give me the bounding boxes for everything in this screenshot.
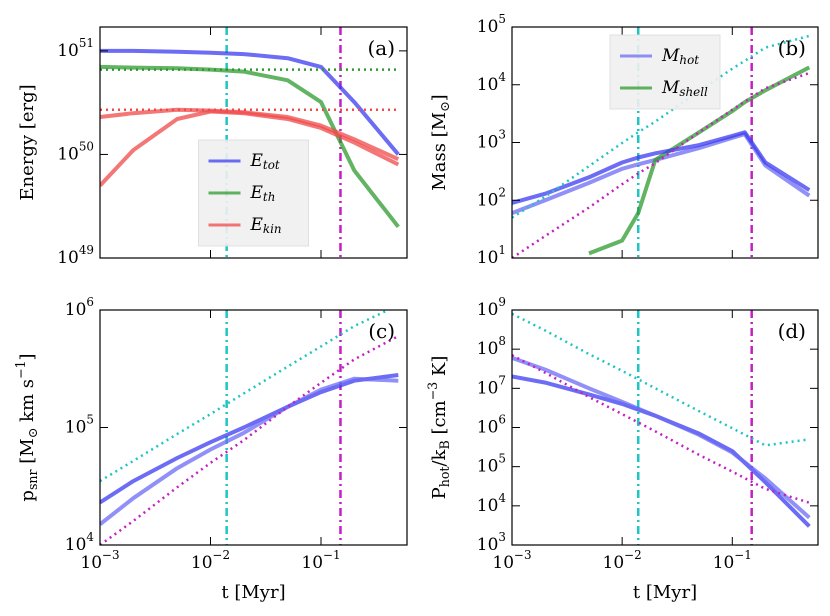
curve [512,374,811,528]
y-tick-label: 106​ [65,295,94,320]
y-tick-label: 103​ [477,530,506,555]
x-axis-label: t [Myr] [633,582,697,603]
x-tick-label: 10−1​ [301,548,340,573]
x-tick-label: 10−3​ [80,548,119,573]
panel: 104​ 105​ 106​ 10−3​ 10−2​ 10−1​ (c) psnr [M⊙ k… [13,295,408,603]
y-tick-label: 107​ [477,373,506,398]
y-tick-label: 106​ [477,413,506,438]
plot-area [512,27,811,258]
legend-label: Ekin​ [250,215,282,237]
reference-curve [512,312,810,447]
y-tick-label: 103​ [477,128,506,153]
reference-curve [512,354,810,504]
y-tick-label: 104​ [477,70,506,95]
curve [100,109,400,187]
curve [100,64,400,229]
y-tick-label: 104​ [65,530,94,555]
x-tick-label: 10−3​ [492,548,531,573]
y-tick-label: 102​ [477,185,506,210]
x-tick-label: 10−2​ [191,548,230,573]
curve [512,130,811,205]
x-tick-label: 10−2​ [603,548,642,573]
curve [100,373,399,505]
axes-frame [511,309,819,546]
panel: 101​ 102​ 103​ 104​ 105​ (b) Mass [M⊙] Mhot​ Msh… [429,12,819,268]
panel: 103​ 104​ 105​ 106​ 107​ 108​ 109​ 10−3​ 10−2​ 10… [425,295,819,603]
y-axis-label: psnr [M⊙ km s−1] [13,353,40,501]
legend-box [609,34,721,110]
legend-label: Eth​ [250,183,276,205]
plot-area [100,310,399,545]
reference-curve [100,334,399,545]
y-tick-label: 109​ [477,295,506,320]
reference-curve [512,71,810,258]
y-tick-label: 1050​ [57,139,94,164]
plot-area [512,310,811,545]
panel-label: (a) [367,36,395,60]
y-tick-label: 101​ [477,243,506,268]
y-tick-label: 104​ [477,491,506,516]
legend-label: Mhot​ [661,46,699,68]
panel-label: (d) [778,319,806,343]
y-tick-label: 108​ [477,334,506,359]
x-axis-label: t [Myr] [221,582,285,603]
y-axis-label: Mass [M⊙] [429,94,452,190]
y-tick-label: 105​ [65,413,94,438]
curve [100,376,399,526]
plot-area [100,27,400,258]
reference-curve [100,310,391,483]
reference-curve [512,34,810,219]
curve [100,48,400,156]
y-tick-label: 1049​ [57,243,94,268]
legend-label: Mshell​ [661,78,708,100]
x-tick-label: 10−1​ [713,548,752,573]
curve [588,65,811,256]
curve [512,356,811,520]
y-axis-label: Phot/kB [cm−3 K] [425,356,452,500]
curve [512,132,811,215]
panel: 1049​ 1050​ 1051​ (a) Energy [erg] Etot​ Eth​ E… [17,26,408,268]
axes-frame [99,26,408,259]
y-axis-label: Energy [erg] [17,84,38,200]
y-tick-label: 105​ [477,12,506,37]
panel-label: (b) [778,36,806,60]
y-tick-label: 1051​ [57,36,94,61]
y-tick-label: 105​ [477,452,506,477]
panel-label: (c) [368,319,395,343]
legend-label: Etot​ [250,151,280,173]
